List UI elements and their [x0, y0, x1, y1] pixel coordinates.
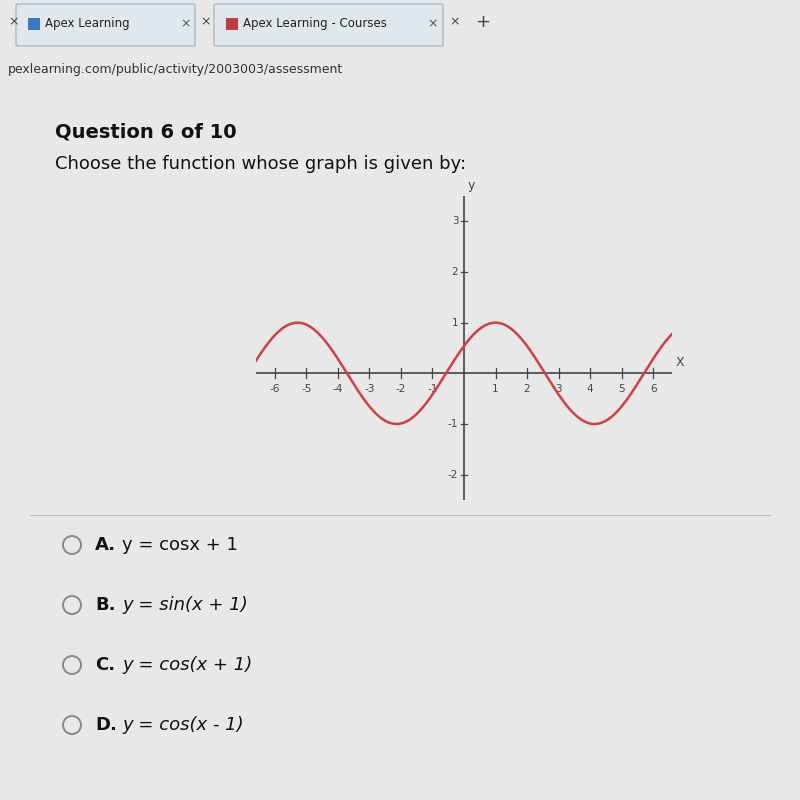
Text: 1: 1 — [492, 385, 499, 394]
Bar — [28, 18, 40, 30]
Text: +: + — [475, 13, 490, 31]
Text: 2: 2 — [524, 385, 530, 394]
Text: Question 6 of 10: Question 6 of 10 — [55, 122, 237, 141]
Text: 4: 4 — [586, 385, 594, 394]
Text: ×: × — [8, 15, 18, 29]
Text: -6: -6 — [270, 385, 280, 394]
Text: X: X — [675, 356, 684, 370]
Text: ×: × — [200, 15, 210, 29]
Text: 5: 5 — [618, 385, 625, 394]
Text: 3: 3 — [555, 385, 562, 394]
Text: -2: -2 — [448, 470, 458, 480]
Text: y = cos(x + 1): y = cos(x + 1) — [122, 656, 252, 674]
Text: -2: -2 — [396, 385, 406, 394]
Text: 2: 2 — [452, 267, 458, 277]
FancyBboxPatch shape — [214, 4, 443, 46]
Text: -5: -5 — [302, 385, 312, 394]
Text: 6: 6 — [650, 385, 657, 394]
Text: -3: -3 — [364, 385, 374, 394]
Text: y = cos(x - 1): y = cos(x - 1) — [122, 716, 244, 734]
Text: Apex Learning - Courses: Apex Learning - Courses — [243, 18, 387, 30]
Text: C.: C. — [95, 656, 115, 674]
Text: y = cosx + 1: y = cosx + 1 — [122, 536, 238, 554]
Text: ×: × — [449, 15, 459, 29]
Text: B.: B. — [95, 596, 115, 614]
Text: -1: -1 — [448, 419, 458, 429]
Text: ×: × — [181, 18, 191, 30]
FancyBboxPatch shape — [16, 4, 195, 46]
Text: -1: -1 — [427, 385, 438, 394]
Text: D.: D. — [95, 716, 117, 734]
Text: 3: 3 — [452, 216, 458, 226]
Text: -4: -4 — [333, 385, 343, 394]
Text: A.: A. — [95, 536, 116, 554]
Text: y = sin(x + 1): y = sin(x + 1) — [122, 596, 248, 614]
Bar — [226, 18, 238, 30]
Text: y: y — [468, 179, 475, 192]
Text: Apex Learning: Apex Learning — [45, 18, 130, 30]
Text: ×: × — [428, 18, 438, 30]
Text: pexlearning.com/public/activity/2003003/assessment: pexlearning.com/public/activity/2003003/… — [8, 63, 343, 77]
Text: 1: 1 — [452, 318, 458, 328]
Text: Choose the function whose graph is given by:: Choose the function whose graph is given… — [55, 155, 466, 173]
